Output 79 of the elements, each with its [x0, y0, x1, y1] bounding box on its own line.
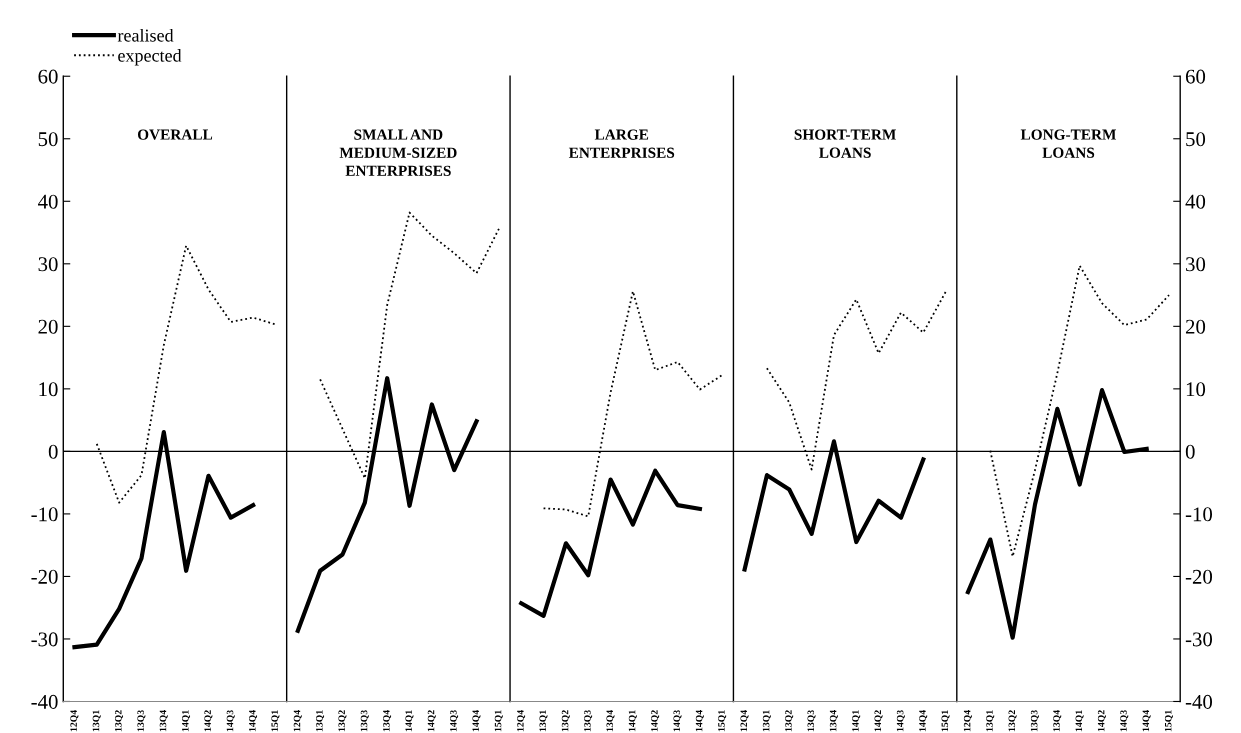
text: SMALL AND MEDIUM-SIZED ENTERPRISES	[339, 129, 457, 176]
y2-tick-label: 0	[1185, 444, 1195, 459]
x-tick-label: 14Q3	[896, 710, 905, 732]
x-tick-label: 13Q4	[159, 709, 168, 732]
x-tick-label: 14Q1	[405, 710, 414, 732]
x-tick-label: 12Q4	[740, 709, 749, 732]
x-tick-label: 13Q3	[807, 710, 816, 732]
x-tick-label: 14Q4	[919, 709, 928, 732]
x-tick-label: 13Q2	[561, 710, 570, 732]
y-tick-label: 10	[39, 382, 58, 397]
x-tick-label: 15Q1	[494, 710, 503, 732]
x-tick-label: 13Q4	[383, 709, 392, 732]
text: LARGE ENTERPRISES	[568, 129, 675, 158]
x-tick-label: 12Q4	[517, 709, 526, 732]
y2-tick-label: -40	[1185, 694, 1213, 709]
text: SHORT-TERM LOANS	[794, 129, 896, 158]
x-tick-label: 13Q4	[1053, 709, 1062, 732]
x-tick-label: 13Q2	[785, 710, 794, 732]
x-tick-label: 13Q1	[539, 710, 548, 732]
y2-tick-label: 10	[1186, 382, 1206, 397]
y2-tick-label: -20	[1185, 569, 1213, 584]
x-tick-label: 14Q2	[651, 710, 660, 732]
x-tick-label: 14Q4	[695, 709, 704, 732]
x-tick-label: 14Q1	[182, 710, 191, 732]
x-tick-label: 13Q3	[1030, 710, 1039, 732]
y-tick-label: -30	[31, 632, 58, 647]
x-tick-label: 12Q4	[70, 709, 79, 732]
y-tick-label: 20	[38, 319, 58, 334]
x-tick-label: 15Q1	[718, 710, 727, 732]
x-tick-label: 14Q3	[226, 710, 235, 732]
x-tick-label: 13Q1	[986, 710, 995, 732]
legend-label: realised	[117, 28, 174, 42]
x-tick-label: 15Q1	[1164, 710, 1173, 732]
x-tick-label: 15Q1	[941, 710, 950, 732]
x-tick-label: 13Q3	[360, 710, 369, 732]
x-tick-label: 14Q3	[450, 710, 459, 732]
x-tick-label: 14Q3	[1120, 710, 1129, 732]
x-tick-label: 13Q1	[762, 710, 771, 732]
x-tick-label: 13Q2	[115, 710, 124, 732]
x-tick-label: 14Q2	[427, 710, 436, 732]
x-tick-label: 13Q2	[338, 710, 347, 732]
x-tick-label: 12Q4	[963, 709, 972, 732]
x-tick-label: 13Q1	[92, 710, 101, 732]
y-tick-label: 50	[38, 132, 58, 147]
y2-tick-label: -10	[1185, 507, 1213, 522]
x-tick-label: 13Q4	[829, 709, 838, 732]
x-tick-label: 14Q1	[1075, 710, 1084, 732]
y2-tick-label: 30	[1186, 257, 1206, 272]
x-tick-label: 13Q2	[1008, 710, 1017, 732]
text: OVERALL	[137, 129, 213, 140]
y2-tick-label: 50	[1186, 132, 1206, 147]
y-tick-label: -20	[31, 569, 58, 584]
legend-label: expected	[118, 49, 182, 66]
y2-tick-label: 20	[1185, 319, 1206, 334]
x-tick-label: 14Q1	[852, 710, 861, 732]
y-tick-label: 0	[48, 444, 58, 459]
text: LONG-TERM LOANS	[1020, 129, 1117, 158]
x-tick-label: 14Q2	[1097, 710, 1106, 732]
x-tick-label: 12Q4	[293, 709, 302, 732]
x-tick-label: 14Q2	[204, 710, 213, 732]
x-tick-label: 13Q4	[606, 709, 615, 732]
x-tick-label: 14Q3	[673, 710, 682, 732]
y-tick-label: 60	[38, 69, 58, 84]
x-tick-label: 13Q1	[316, 710, 325, 732]
y-tick-label: 30	[38, 257, 58, 272]
x-tick-label: 15Q1	[271, 710, 280, 732]
x-tick-label: 14Q4	[1142, 709, 1151, 732]
y2-tick-label: 40	[1185, 194, 1206, 209]
x-tick-label: 14Q4	[472, 709, 481, 732]
y2-tick-label: -30	[1185, 632, 1213, 647]
x-tick-label: 14Q2	[874, 710, 883, 732]
y-tick-label: -10	[31, 507, 58, 522]
x-tick-label: 14Q1	[628, 710, 637, 732]
y-tick-label: 40	[38, 194, 58, 209]
x-tick-label: 13Q3	[584, 710, 593, 732]
x-tick-label: 13Q3	[137, 710, 146, 732]
y-tick-label: -40	[31, 694, 58, 709]
x-tick-label: 14Q4	[249, 709, 258, 732]
y2-tick-label: 60	[1185, 69, 1206, 84]
